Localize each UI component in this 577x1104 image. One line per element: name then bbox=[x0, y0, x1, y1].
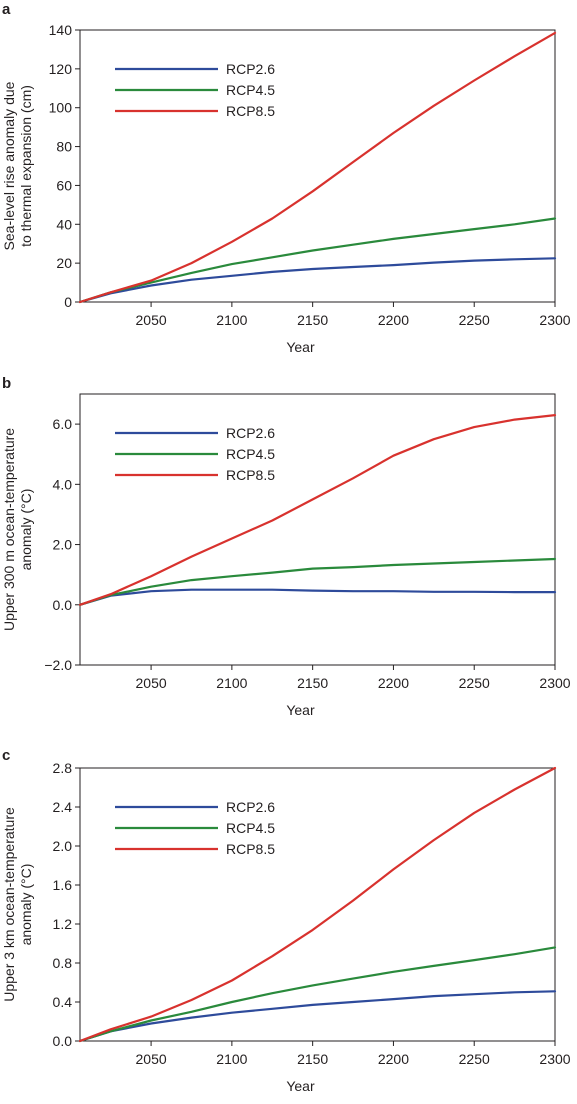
x-tick-label: 2150 bbox=[297, 312, 328, 328]
x-tick-label: 2200 bbox=[378, 1051, 409, 1067]
plot-frame bbox=[79, 29, 556, 303]
y-tick-label: 0.4 bbox=[53, 994, 73, 1010]
legend-label: RCP8.5 bbox=[226, 103, 275, 119]
legend-label: RCP4.5 bbox=[226, 82, 275, 98]
plot-frame bbox=[79, 767, 556, 1042]
y-axis-label: Upper 3 km ocean-temperature bbox=[1, 807, 17, 1002]
x-tick-label: 2250 bbox=[459, 675, 490, 691]
y-tick-label: 1.6 bbox=[53, 877, 73, 893]
x-tick-label: 2250 bbox=[459, 312, 490, 328]
y-axis-label: Upper 300 m ocean-temperature bbox=[1, 428, 17, 631]
y-tick-label: 2.0 bbox=[53, 838, 73, 854]
x-axis-label: Year bbox=[286, 1078, 315, 1094]
y-tick-label: 20 bbox=[56, 255, 72, 271]
y-tick-label: 80 bbox=[56, 139, 72, 155]
y-axis-label: anomaly (°C) bbox=[18, 489, 34, 571]
legend-label: RCP2.6 bbox=[226, 425, 275, 441]
y-tick-label: 0 bbox=[64, 294, 72, 310]
series-line-rcp26 bbox=[78, 588, 557, 606]
series-line-rcp45 bbox=[78, 557, 557, 606]
plot-frame bbox=[79, 393, 556, 666]
y-axis-label: anomaly (°C) bbox=[18, 864, 34, 946]
series-line-rcp26 bbox=[78, 990, 557, 1043]
x-tick-label: 2200 bbox=[378, 312, 409, 328]
x-tick-label: 2300 bbox=[539, 312, 570, 328]
y-tick-label: 6.0 bbox=[53, 416, 73, 432]
x-tick-label: 2300 bbox=[539, 675, 570, 691]
x-tick-label: 2100 bbox=[216, 1051, 247, 1067]
panel-label: b bbox=[2, 375, 11, 392]
x-tick-label: 2150 bbox=[297, 1051, 328, 1067]
y-tick-label: 1.2 bbox=[53, 916, 73, 932]
y-tick-label: 2.4 bbox=[53, 799, 73, 815]
chart-panel-a: a 0 20 40 60 80 100 120 140 2050 2100 2150 2200 2250 2… bbox=[1, 1, 571, 355]
y-tick-label: −2.0 bbox=[44, 657, 72, 673]
legend-label: RCP2.6 bbox=[226, 799, 275, 815]
y-tick-label: 100 bbox=[49, 100, 73, 116]
y-tick-label: 0.8 bbox=[53, 955, 73, 971]
x-tick-label: 2050 bbox=[136, 675, 167, 691]
y-tick-label: 2.8 bbox=[53, 760, 73, 776]
x-tick-label: 2050 bbox=[136, 1051, 167, 1067]
chart-panel-c: c 0.0 0.4 0.8 1.2 1.6 2.0 2.4 2.8 2050 2100 2150 220… bbox=[1, 747, 571, 1094]
y-tick-label: 0.0 bbox=[53, 1033, 73, 1049]
y-tick-label: 140 bbox=[49, 22, 73, 38]
y-tick-label: 120 bbox=[49, 61, 73, 77]
x-tick-label: 2300 bbox=[539, 1051, 570, 1067]
x-tick-label: 2250 bbox=[459, 1051, 490, 1067]
series-line-rcp85 bbox=[78, 766, 557, 1043]
series-line-rcp26 bbox=[78, 257, 557, 304]
series-line-rcp85 bbox=[78, 31, 557, 304]
legend-label: RCP4.5 bbox=[226, 446, 275, 462]
x-tick-label: 2200 bbox=[378, 675, 409, 691]
y-axis-label: Sea-level rise anomaly due bbox=[1, 81, 17, 250]
panel-label: c bbox=[2, 747, 10, 764]
y-axis-label: to thermal expansion (cm) bbox=[18, 85, 34, 247]
series-line-rcp45 bbox=[78, 946, 557, 1043]
legend-label: RCP8.5 bbox=[226, 467, 275, 483]
x-tick-label: 2100 bbox=[216, 675, 247, 691]
series-line-rcp85 bbox=[78, 414, 557, 606]
y-tick-label: 4.0 bbox=[53, 476, 73, 492]
y-tick-label: 2.0 bbox=[53, 537, 73, 553]
y-tick-label: 40 bbox=[56, 216, 72, 232]
legend-label: RCP2.6 bbox=[226, 61, 275, 77]
legend-label: RCP8.5 bbox=[226, 841, 275, 857]
legend-label: RCP4.5 bbox=[226, 820, 275, 836]
y-tick-label: 60 bbox=[56, 177, 72, 193]
x-tick-label: 2050 bbox=[136, 312, 167, 328]
series-line-rcp45 bbox=[78, 217, 557, 304]
x-tick-label: 2150 bbox=[297, 675, 328, 691]
x-axis-label: Year bbox=[286, 339, 315, 355]
y-tick-label: 0.0 bbox=[53, 597, 73, 613]
x-axis-label: Year bbox=[286, 702, 315, 718]
x-tick-label: 2100 bbox=[216, 312, 247, 328]
panel-label: a bbox=[2, 1, 11, 18]
chart-panel-b: b −2.0 0.0 2.0 4.0 6.0 2050 2100 2150 2200 2250 230… bbox=[1, 375, 571, 718]
